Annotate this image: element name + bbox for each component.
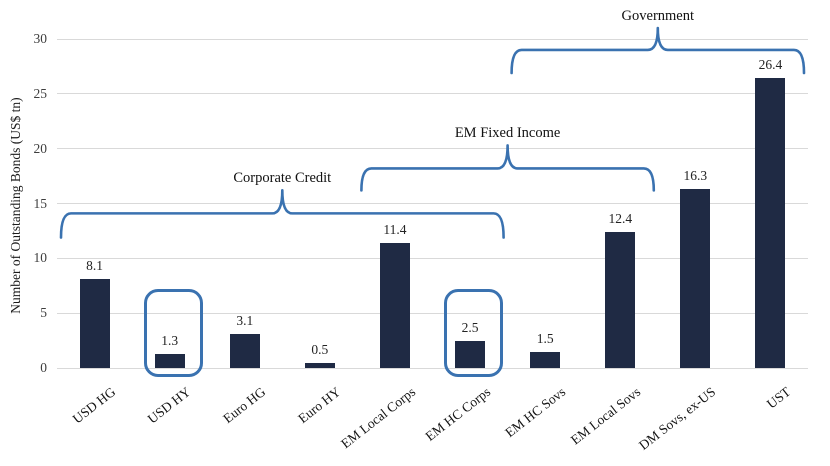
y-axis-tick-label: 25 bbox=[33, 85, 48, 101]
bar-value-label: 12.4 bbox=[608, 211, 633, 226]
highlight-box-em-hc-corps bbox=[444, 289, 504, 377]
bar-em-hc-sovs bbox=[530, 351, 561, 368]
bar-value-label: 11.4 bbox=[383, 221, 407, 237]
gridline bbox=[57, 148, 808, 150]
y-axis-tick-label: 15 bbox=[33, 195, 48, 211]
bar-em-local-sovs bbox=[605, 232, 636, 368]
bar-value-label: 2.5 bbox=[461, 319, 479, 335]
gridline bbox=[57, 93, 808, 95]
gridline bbox=[57, 367, 808, 369]
group-brace bbox=[360, 144, 656, 192]
bar-euro-hy bbox=[304, 362, 335, 368]
y-axis-tick-label: 20 bbox=[33, 140, 48, 156]
group-label-government: Government bbox=[621, 8, 695, 25]
y-axis-tick-label: 5 bbox=[40, 305, 47, 321]
gridline bbox=[57, 38, 808, 40]
bar-euro-hg bbox=[229, 334, 260, 368]
bar-value-label: 26.4 bbox=[758, 57, 783, 73]
bar-value-label: 8.1 bbox=[86, 258, 103, 274]
y-axis-tick-label: 10 bbox=[33, 250, 48, 266]
bar-usd-hy bbox=[154, 353, 185, 368]
highlight-box-usd-hy bbox=[143, 289, 203, 377]
bar-ust bbox=[755, 78, 786, 368]
bar-value-label: 16.3 bbox=[683, 168, 708, 184]
gridline bbox=[57, 257, 808, 259]
bar-usd-hg bbox=[79, 279, 110, 368]
bar-em-hc-corps bbox=[455, 340, 486, 368]
gridline bbox=[57, 312, 808, 314]
bar-value-label: 0.5 bbox=[311, 341, 329, 357]
bar-em-local-corps bbox=[379, 242, 410, 368]
bar-dm-sovs-ex-us bbox=[680, 189, 711, 368]
group-label-em-fixed-income: EM Fixed Income bbox=[454, 125, 561, 142]
bar-value-label: 1.5 bbox=[536, 330, 554, 346]
y-axis-tick-label: 30 bbox=[33, 31, 48, 46]
bar-value-label: 3.1 bbox=[236, 313, 254, 328]
y-axis-tick-label: 0 bbox=[40, 360, 47, 375]
group-label-corporate-credit: Corporate Credit bbox=[233, 170, 332, 187]
bar-value-label: 1.3 bbox=[161, 332, 179, 348]
group-brace bbox=[59, 189, 505, 239]
